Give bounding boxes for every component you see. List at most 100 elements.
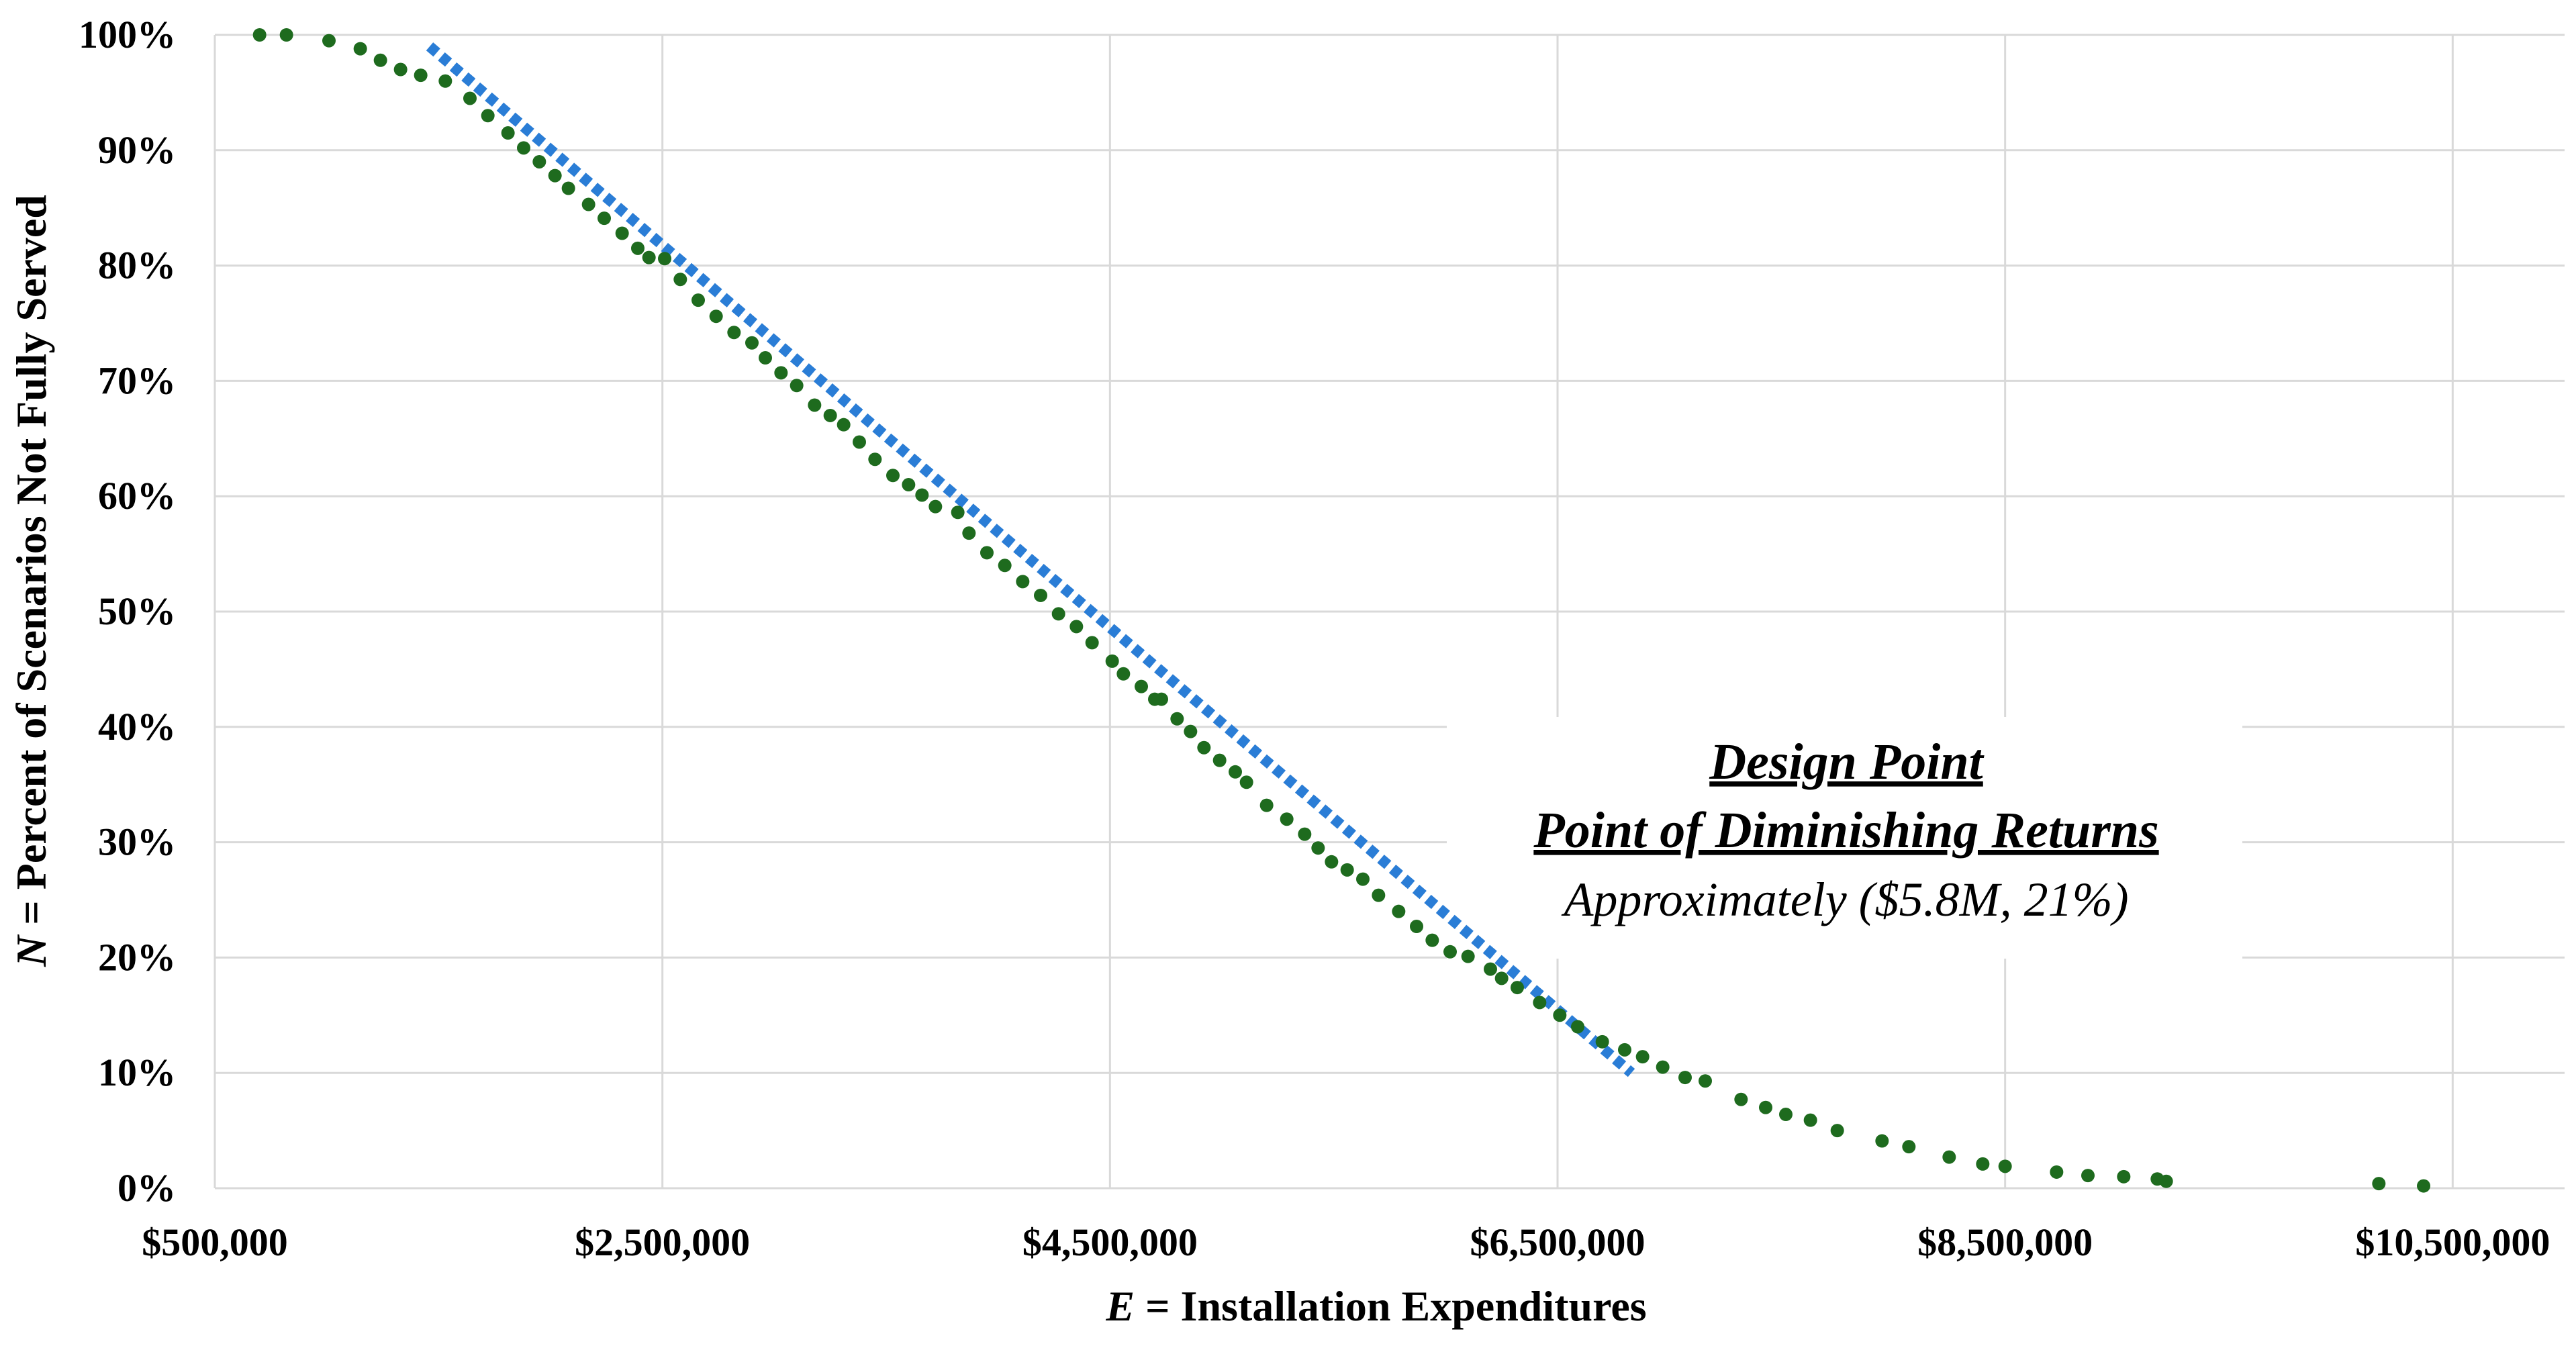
data-point xyxy=(598,211,611,226)
data-point xyxy=(1461,949,1475,963)
x-tick-label: $10,500,000 xyxy=(2355,1220,2550,1264)
data-point xyxy=(1595,1034,1609,1049)
data-point xyxy=(517,141,530,155)
y-tick-label: 80% xyxy=(98,244,176,287)
data-point xyxy=(1734,1092,1748,1106)
annotation-text-group: Design Point Point of Diminishing Return… xyxy=(1533,734,2158,926)
data-point xyxy=(727,326,741,340)
data-point xyxy=(1311,841,1325,855)
data-point xyxy=(1051,607,1065,621)
scenario-dots-series xyxy=(252,28,2430,1193)
x-axis-tick-labels: $500,000 $2,500,000 $4,500,000 $6,500,000 $8… xyxy=(142,1220,2550,1264)
x-axis-variable: E xyxy=(1105,1282,1135,1330)
y-axis-title: N = Percent of Scenarios Not Fully Serve… xyxy=(7,195,55,967)
y-tick-label: 60% xyxy=(98,474,176,518)
data-point xyxy=(438,74,452,88)
y-tick-label: 10% xyxy=(98,1051,176,1094)
data-point xyxy=(1298,827,1312,841)
data-point xyxy=(1392,904,1406,918)
data-point xyxy=(1571,1020,1584,1034)
data-point xyxy=(631,241,645,255)
data-point xyxy=(1280,812,1294,826)
data-point xyxy=(1105,654,1119,668)
data-point xyxy=(1197,740,1211,755)
data-point xyxy=(1553,1008,1567,1022)
data-point xyxy=(1443,945,1457,959)
data-point xyxy=(1259,798,1274,812)
data-point xyxy=(980,546,994,560)
data-point xyxy=(1069,620,1084,634)
data-point xyxy=(1618,1043,1631,1057)
y-tick-label: 30% xyxy=(98,820,176,864)
data-point xyxy=(581,197,595,211)
x-tick-label: $500,000 xyxy=(142,1220,288,1264)
data-point xyxy=(1016,575,1030,589)
data-point xyxy=(709,309,723,324)
data-point xyxy=(823,408,837,422)
data-point xyxy=(1830,1124,1844,1138)
data-point xyxy=(928,499,943,514)
data-point xyxy=(252,28,267,42)
y-axis-tick-labels: 0% 10% 20% 30% 40% 50% 60% 70% 80% 90% 100% xyxy=(79,13,176,1210)
data-point xyxy=(1229,765,1242,779)
data-point xyxy=(463,91,477,105)
data-point xyxy=(561,181,575,195)
data-point xyxy=(1494,971,1509,985)
data-point xyxy=(1184,724,1198,738)
data-point xyxy=(808,398,822,412)
data-point xyxy=(532,154,546,168)
annotation-background xyxy=(1447,717,2242,959)
data-point xyxy=(2117,1169,2131,1184)
data-point xyxy=(1155,692,1168,706)
annotation-approximate-point: Approximately ($5.8M, 21%) xyxy=(1561,873,2128,926)
trend-line xyxy=(426,42,1635,1077)
data-point xyxy=(1902,1140,1916,1154)
data-point xyxy=(393,62,408,77)
data-point xyxy=(2159,1174,2173,1188)
data-point xyxy=(615,226,629,240)
data-point xyxy=(2081,1169,2095,1183)
data-point xyxy=(1779,1108,1793,1122)
data-point xyxy=(1976,1157,1990,1171)
data-point xyxy=(951,505,965,520)
data-point xyxy=(548,168,562,183)
annotation-diminishing-returns: Point of Diminishing Returns xyxy=(1533,802,2158,859)
data-point xyxy=(691,293,705,307)
data-point xyxy=(853,435,866,449)
data-point xyxy=(2372,1177,2386,1191)
data-point xyxy=(886,469,900,483)
y-tick-label: 50% xyxy=(98,589,176,633)
y-axis-label: = Percent of Scenarios Not Fully Served xyxy=(7,195,55,936)
data-point xyxy=(1356,872,1370,886)
data-point xyxy=(1135,679,1148,693)
data-point xyxy=(1034,588,1047,602)
grid-lines xyxy=(213,34,2565,1190)
x-tick-label: $4,500,000 xyxy=(1022,1220,1198,1264)
data-point xyxy=(642,250,656,264)
y-tick-label: 100% xyxy=(79,13,176,56)
data-point xyxy=(1699,1074,1712,1088)
data-point xyxy=(1170,712,1184,726)
data-point xyxy=(1656,1060,1670,1074)
data-point xyxy=(1116,667,1131,681)
y-tick-label: 70% xyxy=(98,358,176,402)
data-point xyxy=(1998,1159,2012,1173)
y-tick-label: 0% xyxy=(117,1166,176,1210)
data-point xyxy=(962,526,976,540)
data-point xyxy=(1484,962,1497,976)
data-point xyxy=(774,366,788,380)
data-point xyxy=(1511,981,1524,995)
data-point xyxy=(1875,1134,1889,1148)
y-tick-label: 90% xyxy=(98,128,176,172)
data-point xyxy=(1410,920,1423,934)
data-point xyxy=(322,34,336,48)
trend-line-series xyxy=(426,42,1635,1077)
y-tick-label: 20% xyxy=(98,935,176,979)
y-axis-variable: N xyxy=(7,934,55,967)
data-point xyxy=(501,126,515,140)
data-point xyxy=(373,53,387,67)
data-point xyxy=(837,418,851,432)
data-point xyxy=(658,252,671,266)
data-point xyxy=(2050,1165,2064,1179)
